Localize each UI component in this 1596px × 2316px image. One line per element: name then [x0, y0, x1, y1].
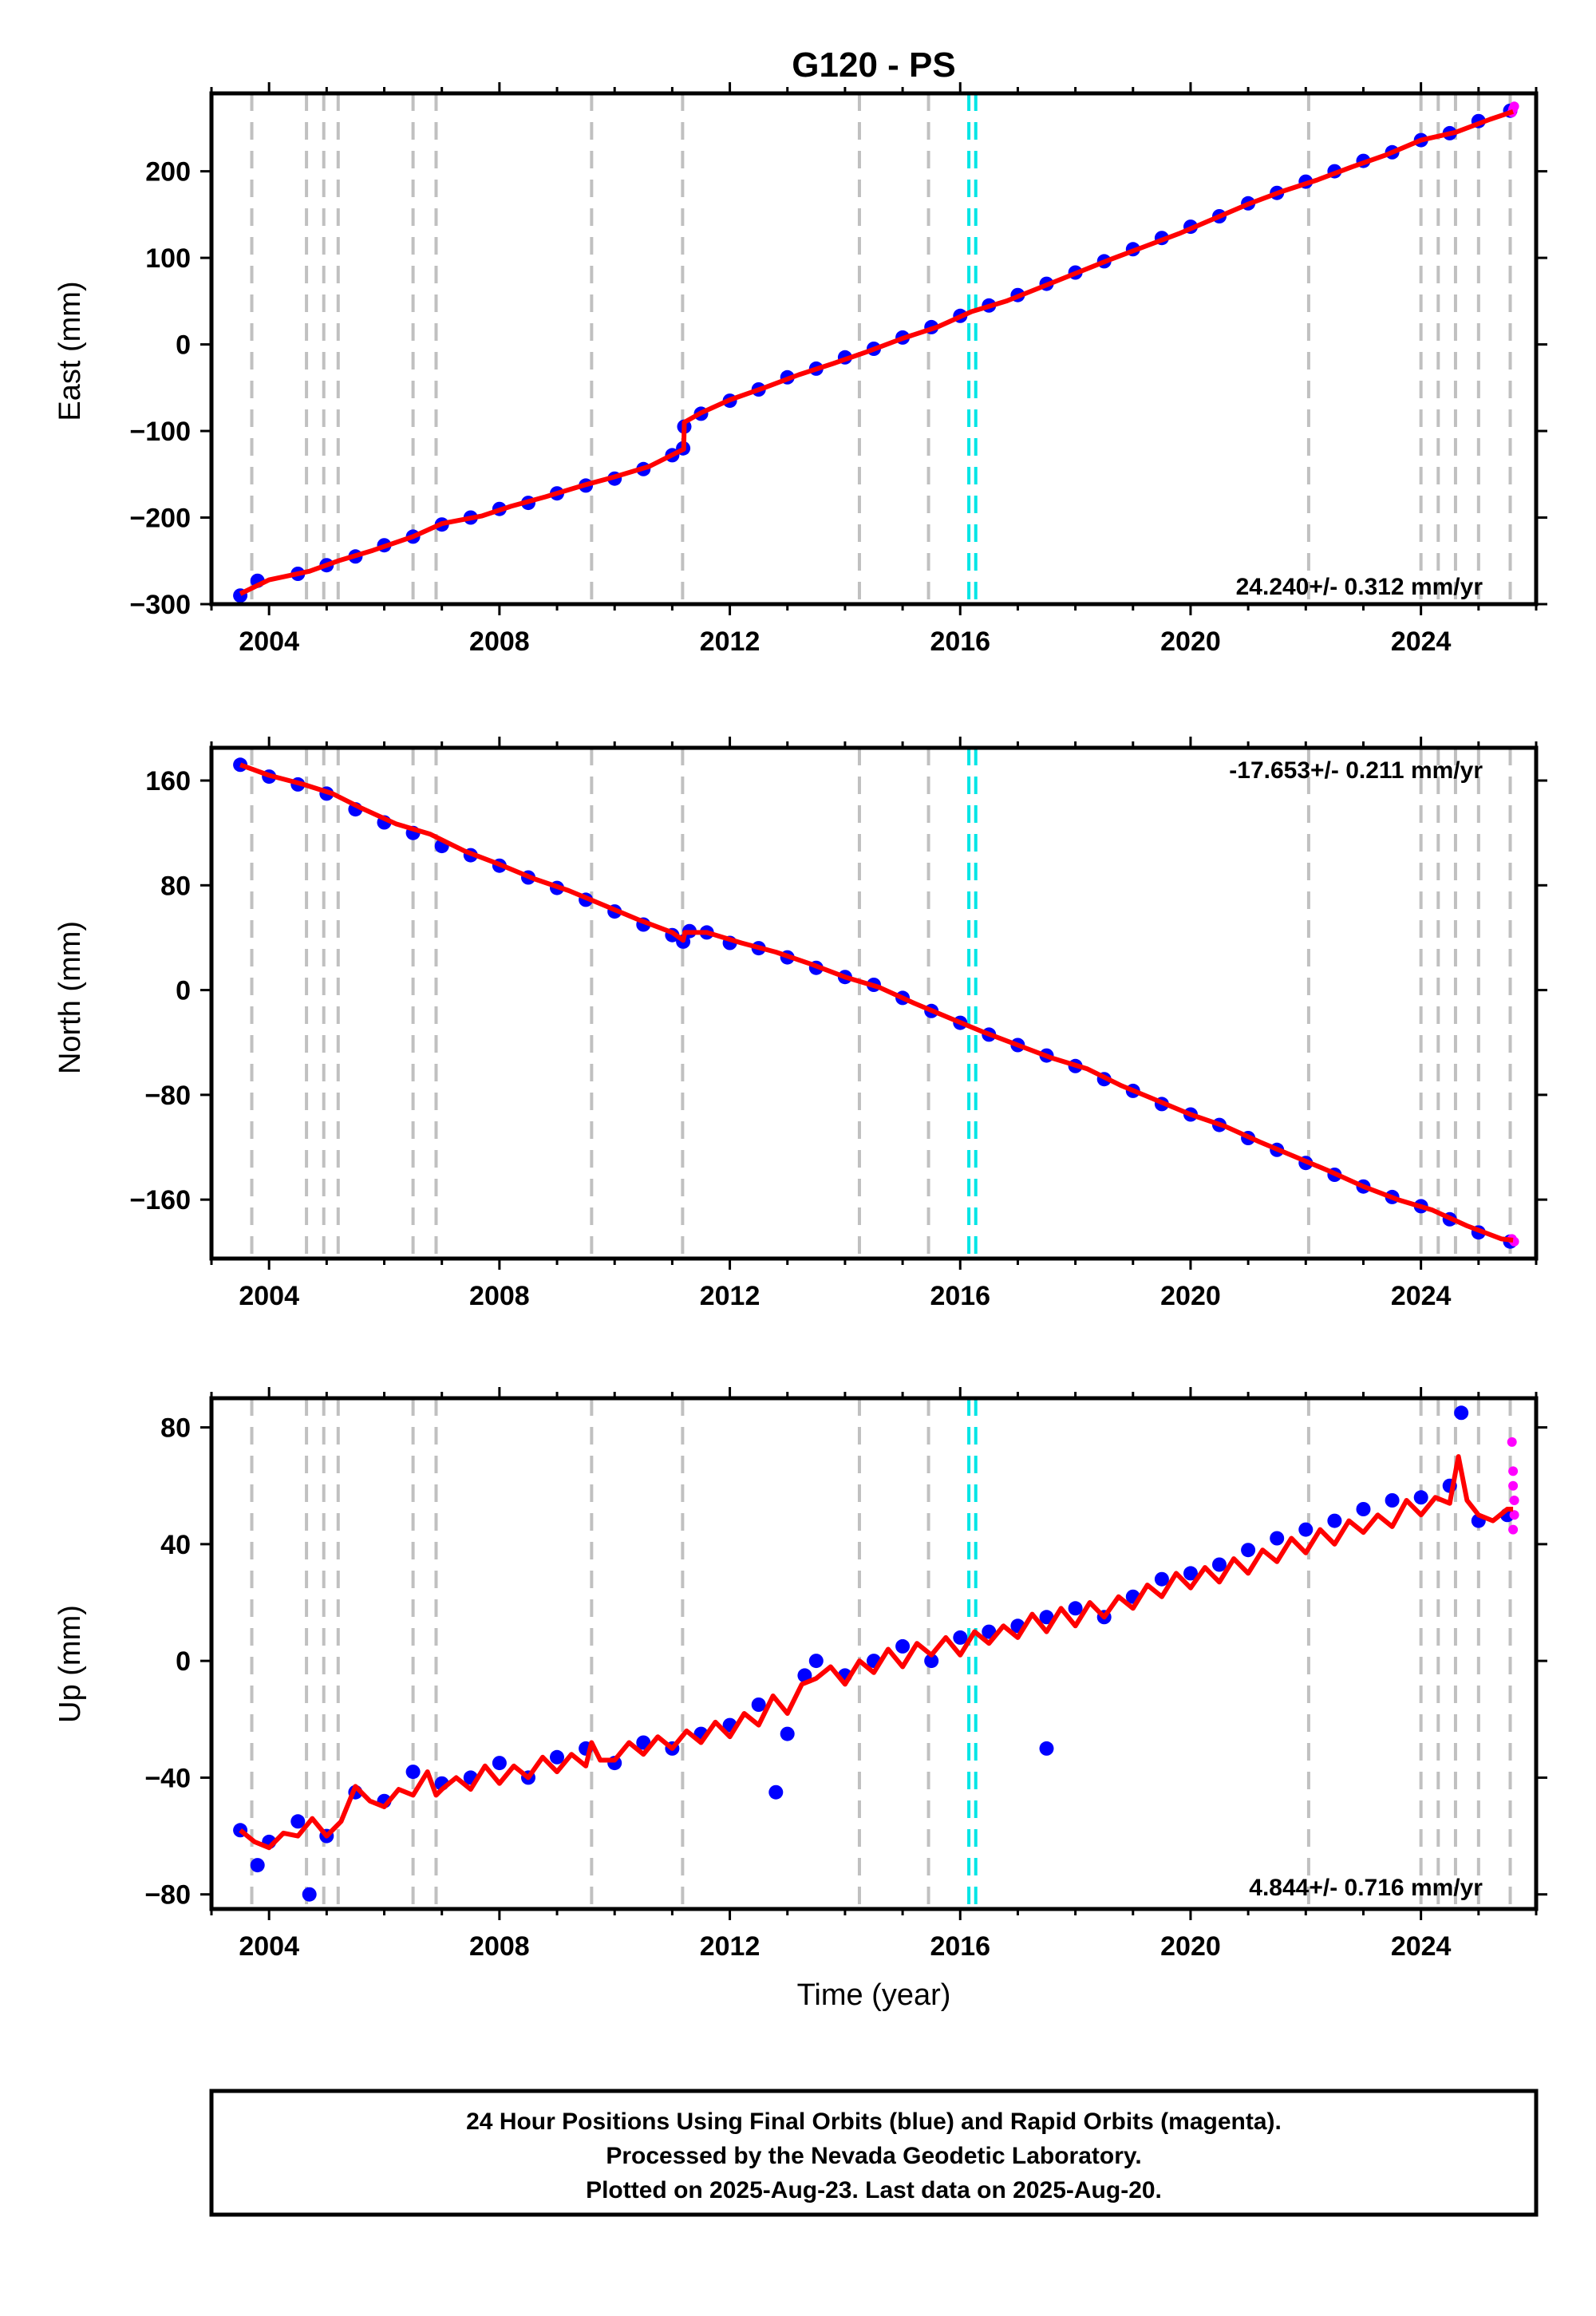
- east-plot-frame: [209, 91, 1539, 607]
- caption-line-3: Plotted on 2025-Aug-23. Last data on 202…: [586, 2177, 1162, 2203]
- north-plot-frame: [209, 745, 1539, 1261]
- up-final-orbit-point: [1413, 1490, 1428, 1505]
- up-final-orbit-point: [895, 1638, 911, 1654]
- caption-box: 24 Hour Positions Using Final Orbits (bl…: [209, 2089, 1539, 2217]
- up-final-orbit-point: [290, 1814, 306, 1829]
- up-final-orbit-point: [780, 1726, 795, 1741]
- up-x-tick-label: 2024: [1391, 1931, 1452, 1962]
- up-final-orbit-point: [808, 1654, 824, 1669]
- up-rapid-orbit-point: [1507, 1437, 1517, 1447]
- up-final-orbit-point: [1356, 1502, 1371, 1516]
- east-y-tick-label: 100: [145, 243, 191, 274]
- east-model-fit-line: [239, 109, 1515, 596]
- up-final-orbit-point: [924, 1654, 939, 1669]
- up-rapid-orbit-point: [1509, 1496, 1519, 1505]
- up-final-orbit-point: [250, 1858, 265, 1873]
- up-panel: Up (mm) 4.844+/- 0.716 mm/yr Time (year)…: [53, 1387, 1547, 2012]
- east-rate-label: 24.240+/- 0.312 mm/yr: [1236, 574, 1483, 600]
- up-x-tick-label: 2016: [930, 1931, 990, 1962]
- north-y-axis-label: North (mm): [53, 921, 87, 1074]
- north-y-tick-label: 80: [160, 871, 191, 901]
- east-x-tick-label: 2008: [469, 626, 530, 657]
- north-x-tick-label: 2020: [1160, 1281, 1221, 1311]
- east-x-tick-label: 2024: [1391, 626, 1452, 657]
- up-final-orbit-point: [768, 1784, 784, 1800]
- up-final-orbit-point: [1385, 1493, 1400, 1508]
- up-final-orbit-point: [302, 1887, 317, 1902]
- up-final-orbit-point: [1154, 1571, 1169, 1587]
- up-y-tick-label: 40: [160, 1530, 191, 1560]
- north-x-tick-label: 2016: [930, 1281, 990, 1311]
- up-rapid-orbit-point: [1509, 1510, 1519, 1520]
- east-y-axis-label: East (mm): [53, 281, 87, 421]
- north-x-tick-label: 2012: [700, 1281, 760, 1311]
- east-y-tick-label: −100: [129, 417, 191, 447]
- up-model-fit-line: [239, 1454, 1514, 1851]
- caption-line-1: 24 Hour Positions Using Final Orbits (bl…: [466, 2109, 1282, 2135]
- east-rapid-orbit-point: [1509, 101, 1519, 112]
- up-x-tick-label: 2012: [700, 1931, 760, 1962]
- up-final-orbit-point: [1327, 1513, 1342, 1528]
- up-final-orbit-point: [1068, 1601, 1083, 1616]
- up-final-orbit-point: [1241, 1543, 1256, 1558]
- up-final-orbit-point: [1298, 1522, 1314, 1537]
- east-y-tick-label: −300: [129, 590, 191, 620]
- up-rapid-orbit-point: [1508, 1480, 1519, 1491]
- up-final-orbit-point: [751, 1697, 766, 1712]
- east-y-tick-label: 0: [176, 330, 191, 361]
- up-x-tick-label: 2020: [1160, 1931, 1221, 1962]
- east-x-tick-label: 2004: [239, 626, 299, 657]
- up-plot-frame: [209, 1396, 1539, 1911]
- up-rate-label: 4.844+/- 0.716 mm/yr: [1249, 1875, 1483, 1901]
- up-final-orbit-point: [953, 1630, 968, 1645]
- up-x-tick-label: 2004: [239, 1931, 299, 1962]
- up-final-orbit-point: [550, 1749, 564, 1765]
- east-y-tick-label: −200: [129, 504, 191, 534]
- east-x-tick-label: 2020: [1160, 626, 1221, 657]
- up-final-orbit-point: [1454, 1405, 1469, 1421]
- up-final-orbit-point: [1039, 1610, 1054, 1625]
- north-x-tick-label: 2008: [469, 1281, 530, 1311]
- north-model-fit-line: [239, 762, 1514, 1243]
- up-final-orbit-point: [405, 1765, 421, 1780]
- up-final-orbit-point: [492, 1756, 507, 1771]
- up-y-tick-label: −80: [144, 1880, 191, 1911]
- north-y-tick-label: −160: [129, 1185, 191, 1215]
- east-x-tick-label: 2016: [930, 626, 990, 657]
- up-final-orbit-point: [1212, 1557, 1227, 1572]
- north-y-tick-label: 160: [145, 766, 191, 796]
- east-x-tick-label: 2012: [700, 626, 760, 657]
- x-axis-label: Time (year): [797, 1978, 951, 2012]
- east-panel: East (mm) 24.240+/- 0.312 mm/yr 2004 2008…: [53, 82, 1547, 657]
- north-rate-label: -17.653+/- 0.211 mm/yr: [1229, 757, 1483, 784]
- up-y-axis-label: Up (mm): [53, 1605, 87, 1723]
- figure-title: G120 - PS: [792, 45, 955, 85]
- east-y-tick-label: 200: [145, 157, 191, 188]
- north-x-tick-label: 2024: [1391, 1281, 1452, 1311]
- up-final-orbit-point: [1270, 1531, 1285, 1546]
- up-rapid-orbit-point: [1508, 1524, 1519, 1535]
- north-y-tick-label: −80: [144, 1081, 191, 1111]
- up-rapid-orbit-point: [1508, 1466, 1519, 1476]
- up-y-tick-label: −40: [144, 1763, 191, 1793]
- up-x-tick-label: 2008: [469, 1931, 530, 1962]
- north-y-tick-label: 0: [176, 976, 191, 1006]
- up-y-tick-label: 0: [176, 1646, 191, 1677]
- north-panel: North (mm) -17.653+/- 0.211 mm/yr 2004 20…: [53, 737, 1547, 1311]
- north-x-tick-label: 2004: [239, 1281, 299, 1311]
- up-final-orbit-point: [1039, 1741, 1054, 1756]
- caption-border: [209, 2089, 1539, 2217]
- up-final-orbit-point: [1183, 1566, 1198, 1581]
- up-y-tick-label: 80: [160, 1413, 191, 1444]
- caption-line-2: Processed by the Nevada Geodetic Laborat…: [606, 2143, 1141, 2169]
